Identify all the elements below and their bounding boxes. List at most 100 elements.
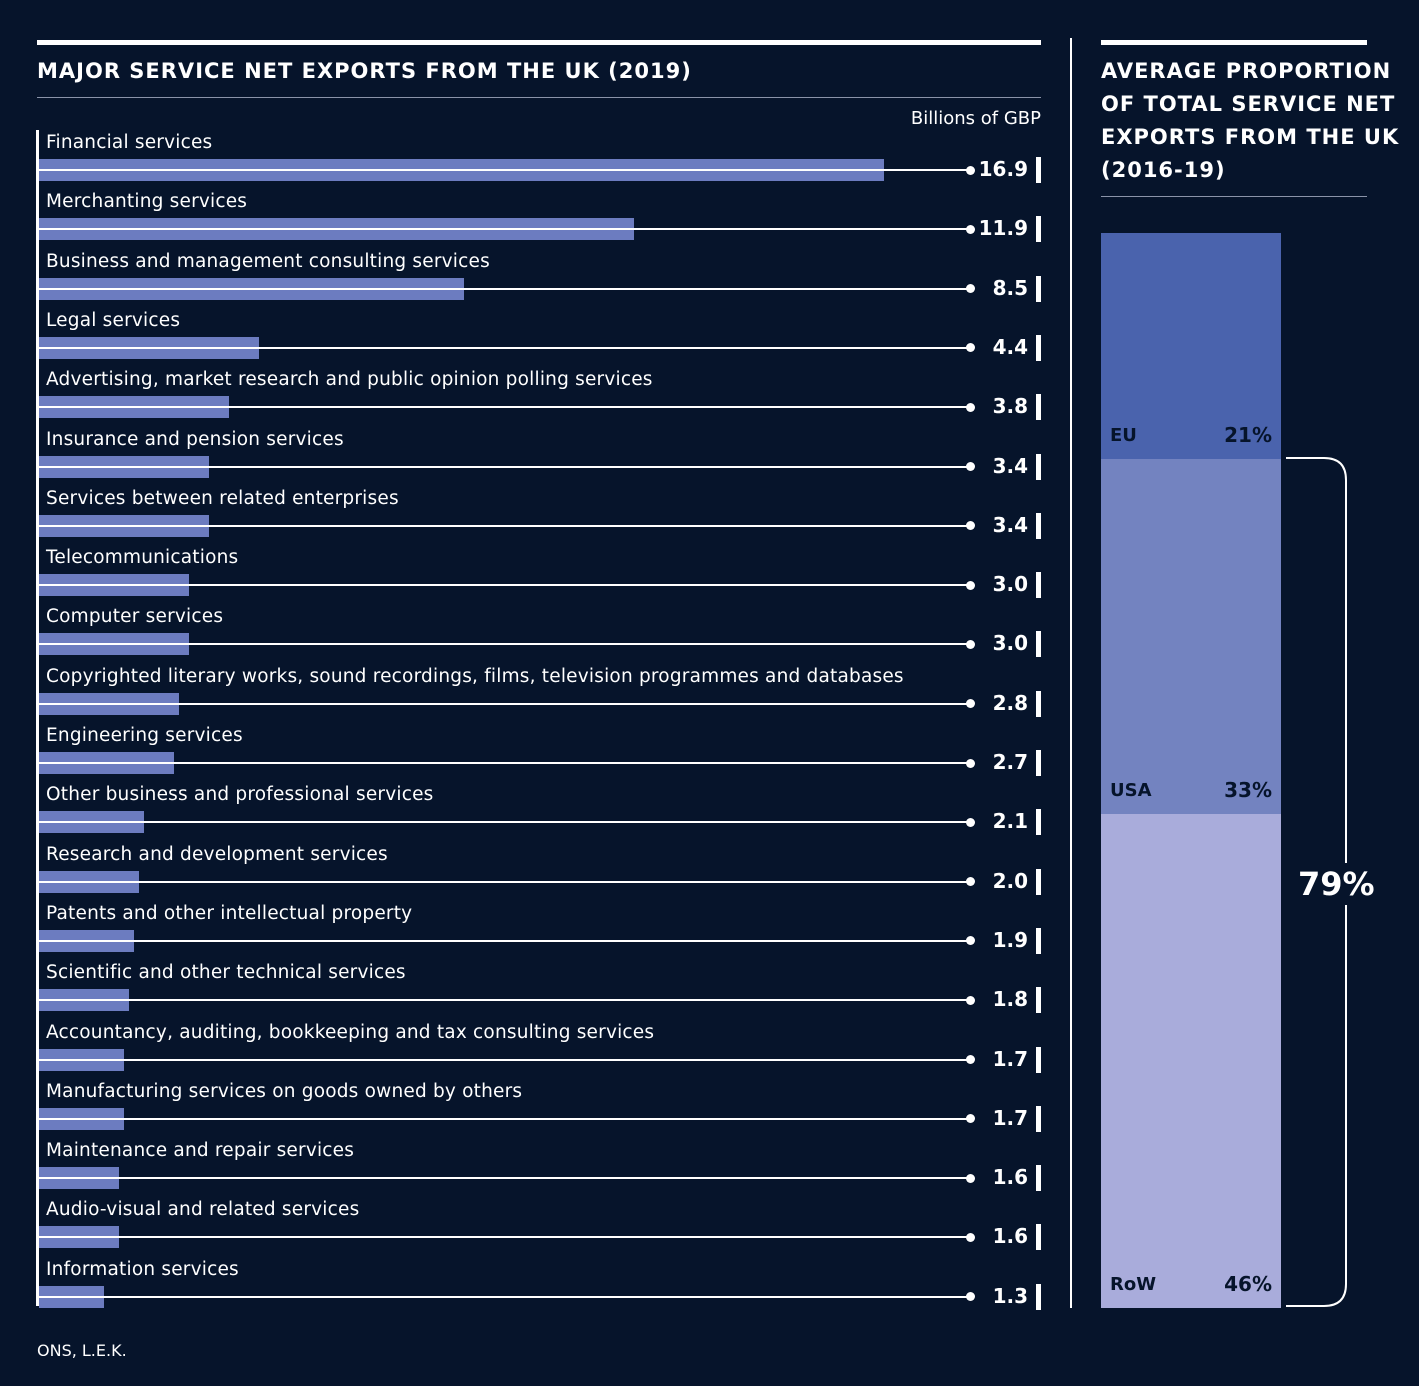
bar-value-label: 2.8 — [992, 690, 1028, 715]
left-chart-title: MAJOR SERVICE NET EXPORTS FROM THE UK (2… — [37, 59, 692, 83]
bar-value-label: 3.4 — [992, 453, 1028, 478]
bar-category-label: Manufacturing services on goods owned by… — [46, 1080, 523, 1102]
bar-value-label: 3.0 — [992, 631, 1028, 656]
left-axis — [36, 130, 39, 1306]
bar-leader-line — [39, 584, 970, 587]
bar-category-label: Financial services — [46, 132, 213, 153]
value-tick-mark — [1036, 216, 1041, 243]
bar-leader-line — [39, 1177, 970, 1180]
value-tick-mark — [1036, 1224, 1041, 1251]
bar-category-label: Services between related enterprises — [46, 487, 399, 509]
value-tick-mark — [1036, 1283, 1041, 1310]
bar-chart: Financial services 16.9 Merchanting servic… — [39, 132, 1041, 1310]
bar-category-label: Information services — [46, 1258, 239, 1280]
bar-value-label: 2.0 — [992, 868, 1028, 893]
bar-leader-dot — [966, 639, 975, 649]
bar-leader-line — [39, 406, 970, 409]
bar-value-label: 1.3 — [992, 1283, 1028, 1308]
bar-leader-dot — [966, 1232, 975, 1242]
left-title-rule — [37, 40, 1041, 45]
bar-leader-dot — [966, 877, 975, 887]
bar-leader-line — [39, 1295, 970, 1298]
bar-leader-dot — [966, 521, 975, 531]
bar-leader-dot — [966, 462, 975, 471]
value-tick-mark — [1036, 750, 1041, 776]
bar-value-label: 2.1 — [992, 809, 1028, 834]
bar-category-label: Insurance and pension services — [46, 428, 344, 450]
bar-leader-line — [39, 702, 970, 705]
stack-segment-name: RoW — [1110, 1274, 1157, 1295]
bar-leader-dot — [966, 1173, 975, 1183]
bar-leader-dot — [966, 699, 975, 709]
bracket-total-label: 79% — [1296, 863, 1377, 905]
bar-value-label: 1.9 — [992, 927, 1028, 952]
bar-leader-line — [39, 465, 970, 468]
bar-leader-line — [39, 524, 970, 527]
bar-leader-dot — [966, 758, 975, 768]
bar-value-label: 1.7 — [992, 1046, 1028, 1071]
bar-leader-dot — [966, 1114, 975, 1124]
bar-category-label: Computer services — [46, 606, 224, 628]
value-tick-mark — [1036, 927, 1041, 954]
bar-leader-dot — [966, 224, 975, 234]
bar-leader-dot — [966, 343, 975, 353]
bar-leader-line — [39, 1058, 970, 1061]
stack-segment-percent: 21% — [1224, 422, 1272, 447]
right-chart-title: AVERAGE PROPORTION OF TOTAL SERVICE NET … — [1101, 59, 1400, 182]
bar-leader-dot — [966, 165, 975, 175]
stack-segment-percent: 46% — [1224, 1272, 1272, 1296]
bar-value-label: 4.4 — [992, 334, 1028, 359]
bar-leader-line — [39, 939, 970, 942]
value-tick-mark — [1036, 572, 1041, 599]
panel-separator — [1070, 38, 1072, 1308]
bar-value-label: 3.4 — [992, 512, 1028, 537]
stack-segment-name: USA — [1110, 779, 1152, 801]
bar-value-label: 2.7 — [992, 750, 1028, 774]
bar-leader-dot — [966, 936, 975, 946]
stack-segment-name: EU — [1110, 424, 1137, 446]
bar-leader-line — [39, 880, 970, 883]
bar-category-label: Patents and other intellectual property — [46, 902, 413, 924]
bar-category-label: Research and development services — [46, 843, 388, 865]
bar-leader-dot — [966, 995, 975, 1005]
bar-leader-line — [39, 346, 970, 349]
value-tick-mark — [1036, 987, 1041, 1014]
bar-value-label: 3.0 — [992, 572, 1028, 597]
bar-leader-dot — [966, 1055, 975, 1064]
stack-segment-row — [1101, 813, 1281, 1308]
bar-category-label: Maintenance and repair services — [46, 1140, 355, 1162]
bar-category-label: Advertising, market research and public … — [46, 369, 653, 391]
stack-segment-usa — [1101, 458, 1281, 814]
left-title-underline — [37, 97, 1041, 98]
bar-leader-line — [39, 287, 970, 290]
bar-leader-line — [39, 999, 970, 1002]
bar-leader-line — [39, 643, 970, 646]
bar-leader-dot — [966, 817, 975, 827]
bar-category-label: Other business and professional services — [46, 784, 434, 806]
bar-leader-line — [39, 762, 970, 764]
bar-category-label: Audio-visual and related services — [46, 1199, 360, 1221]
bar-value-label: 8.5 — [992, 275, 1028, 300]
value-tick-mark — [1036, 809, 1041, 836]
bar-value-label: 3.8 — [992, 394, 1028, 419]
value-tick-mark — [1036, 157, 1041, 183]
value-tick-mark — [1036, 275, 1041, 302]
value-tick-mark — [1036, 1046, 1041, 1073]
bar-value-label: 1.6 — [992, 1224, 1028, 1249]
bar-category-label: Scientific and other technical services — [46, 962, 406, 984]
value-tick-mark — [1036, 512, 1041, 539]
bar-category-label: Legal services — [46, 309, 181, 331]
value-tick-mark — [1036, 1105, 1041, 1132]
value-tick-mark — [1036, 631, 1041, 658]
bar-category-label: Copyrighted literary works, sound record… — [46, 665, 904, 687]
value-tick-mark — [1036, 334, 1041, 361]
bar-leader-line — [39, 228, 970, 231]
bar-value-label: 1.6 — [992, 1165, 1028, 1190]
bar-leader-line — [39, 169, 970, 171]
value-tick-mark — [1036, 690, 1041, 717]
stack-segment-percent: 33% — [1224, 777, 1272, 802]
bar-leader-line — [39, 1117, 970, 1120]
value-tick-mark — [1036, 453, 1041, 480]
right-title-rule — [1101, 40, 1367, 45]
value-tick-mark — [1036, 1165, 1041, 1192]
